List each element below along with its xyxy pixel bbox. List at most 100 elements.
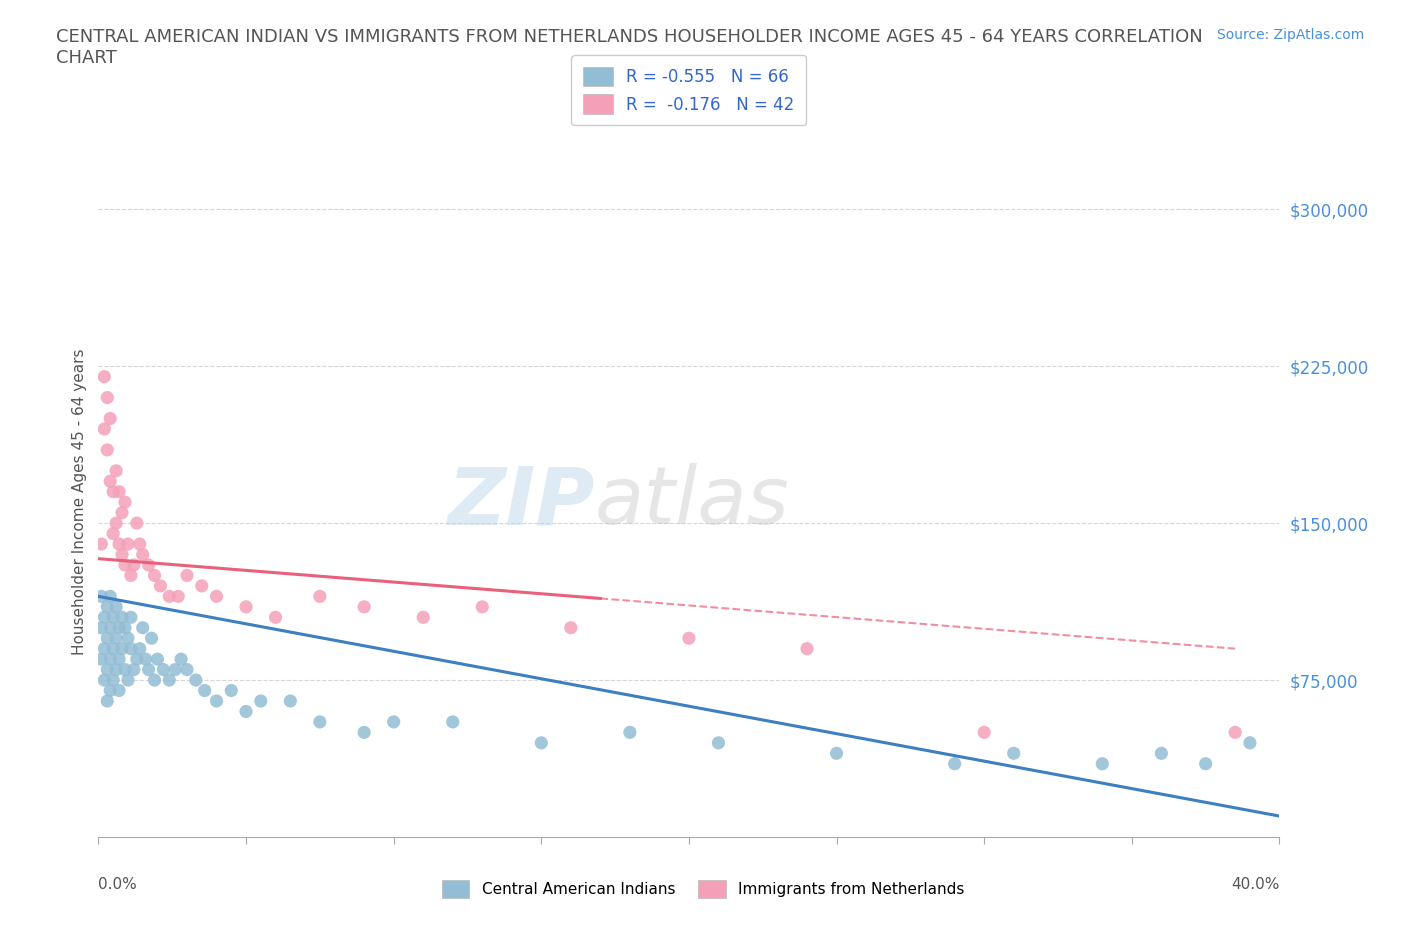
Point: [114, 620, 136, 635]
Point: [96, 391, 118, 405]
Point: [141, 631, 163, 645]
Point: [128, 537, 150, 551]
Point: [93, 642, 115, 657]
Point: [143, 672, 166, 687]
Point: [120, 568, 142, 583]
Point: [143, 568, 166, 583]
Point: [98, 474, 121, 489]
Point: [128, 642, 150, 657]
Point: [157, 589, 180, 604]
Point: [1150, 746, 1173, 761]
Point: [1239, 736, 1261, 751]
Point: [530, 736, 553, 751]
Point: [235, 600, 257, 615]
Text: 0.0%: 0.0%: [98, 877, 138, 892]
Point: [973, 725, 995, 740]
Point: [105, 516, 128, 531]
Point: [157, 672, 180, 687]
Point: [117, 672, 139, 687]
Point: [96, 443, 118, 458]
Point: [105, 631, 128, 645]
Point: [382, 714, 405, 729]
Point: [108, 485, 131, 499]
Point: [90, 652, 112, 667]
Point: [98, 620, 121, 635]
Point: [152, 662, 174, 677]
Point: [943, 756, 966, 771]
Point: [93, 672, 115, 687]
Point: [309, 714, 332, 729]
Point: [117, 537, 139, 551]
Point: [90, 589, 112, 604]
Point: [105, 662, 128, 677]
Point: [191, 578, 214, 593]
Point: [309, 589, 332, 604]
Point: [138, 662, 160, 677]
Point: [111, 547, 134, 562]
Legend: R = -0.555   N = 66, R =  -0.176   N = 42: R = -0.555 N = 66, R = -0.176 N = 42: [571, 55, 807, 126]
Point: [114, 558, 136, 573]
Point: [98, 589, 121, 604]
Point: [167, 589, 190, 604]
Text: atlas: atlas: [595, 463, 789, 541]
Point: [90, 537, 112, 551]
Point: [96, 600, 118, 615]
Point: [471, 600, 494, 615]
Point: [96, 631, 118, 645]
Point: [108, 683, 131, 698]
Point: [98, 683, 121, 698]
Point: [98, 652, 121, 667]
Point: [111, 642, 134, 657]
Point: [120, 610, 142, 625]
Point: [825, 746, 848, 761]
Point: [165, 662, 187, 677]
Point: [93, 610, 115, 625]
Point: [122, 558, 145, 573]
Y-axis label: Householder Income Ages 45 - 64 years: Householder Income Ages 45 - 64 years: [72, 349, 87, 656]
Point: [353, 600, 375, 615]
Point: [111, 505, 134, 520]
Point: [707, 736, 730, 751]
Legend: Central American Indians, Immigrants from Netherlands: Central American Indians, Immigrants fro…: [436, 874, 970, 904]
Point: [235, 704, 257, 719]
Point: [1223, 725, 1246, 740]
Point: [90, 620, 112, 635]
Point: [264, 610, 287, 625]
Point: [176, 662, 198, 677]
Point: [194, 683, 217, 698]
Point: [96, 662, 118, 677]
Point: [132, 620, 155, 635]
Point: [678, 631, 700, 645]
Point: [111, 610, 134, 625]
Text: Source: ZipAtlas.com: Source: ZipAtlas.com: [1216, 28, 1364, 42]
Point: [125, 652, 148, 667]
Point: [441, 714, 464, 729]
Point: [278, 694, 302, 709]
Point: [108, 652, 131, 667]
Point: [412, 610, 434, 625]
Point: [619, 725, 641, 740]
Point: [135, 652, 157, 667]
Text: ZIP: ZIP: [447, 463, 595, 541]
Point: [93, 369, 115, 384]
Point: [103, 642, 125, 657]
Point: [170, 652, 193, 667]
Point: [184, 672, 207, 687]
Point: [250, 694, 273, 709]
Point: [96, 694, 118, 709]
Text: 40.0%: 40.0%: [1232, 877, 1279, 892]
Point: [149, 578, 172, 593]
Point: [146, 652, 169, 667]
Point: [205, 589, 228, 604]
Point: [120, 642, 142, 657]
Point: [103, 526, 125, 541]
Point: [796, 642, 818, 657]
Point: [117, 631, 139, 645]
Point: [1091, 756, 1114, 771]
Point: [138, 558, 160, 573]
Text: CENTRAL AMERICAN INDIAN VS IMMIGRANTS FROM NETHERLANDS HOUSEHOLDER INCOME AGES 4: CENTRAL AMERICAN INDIAN VS IMMIGRANTS FR…: [56, 28, 1204, 67]
Point: [125, 516, 148, 531]
Point: [122, 662, 145, 677]
Point: [353, 725, 375, 740]
Point: [105, 463, 128, 478]
